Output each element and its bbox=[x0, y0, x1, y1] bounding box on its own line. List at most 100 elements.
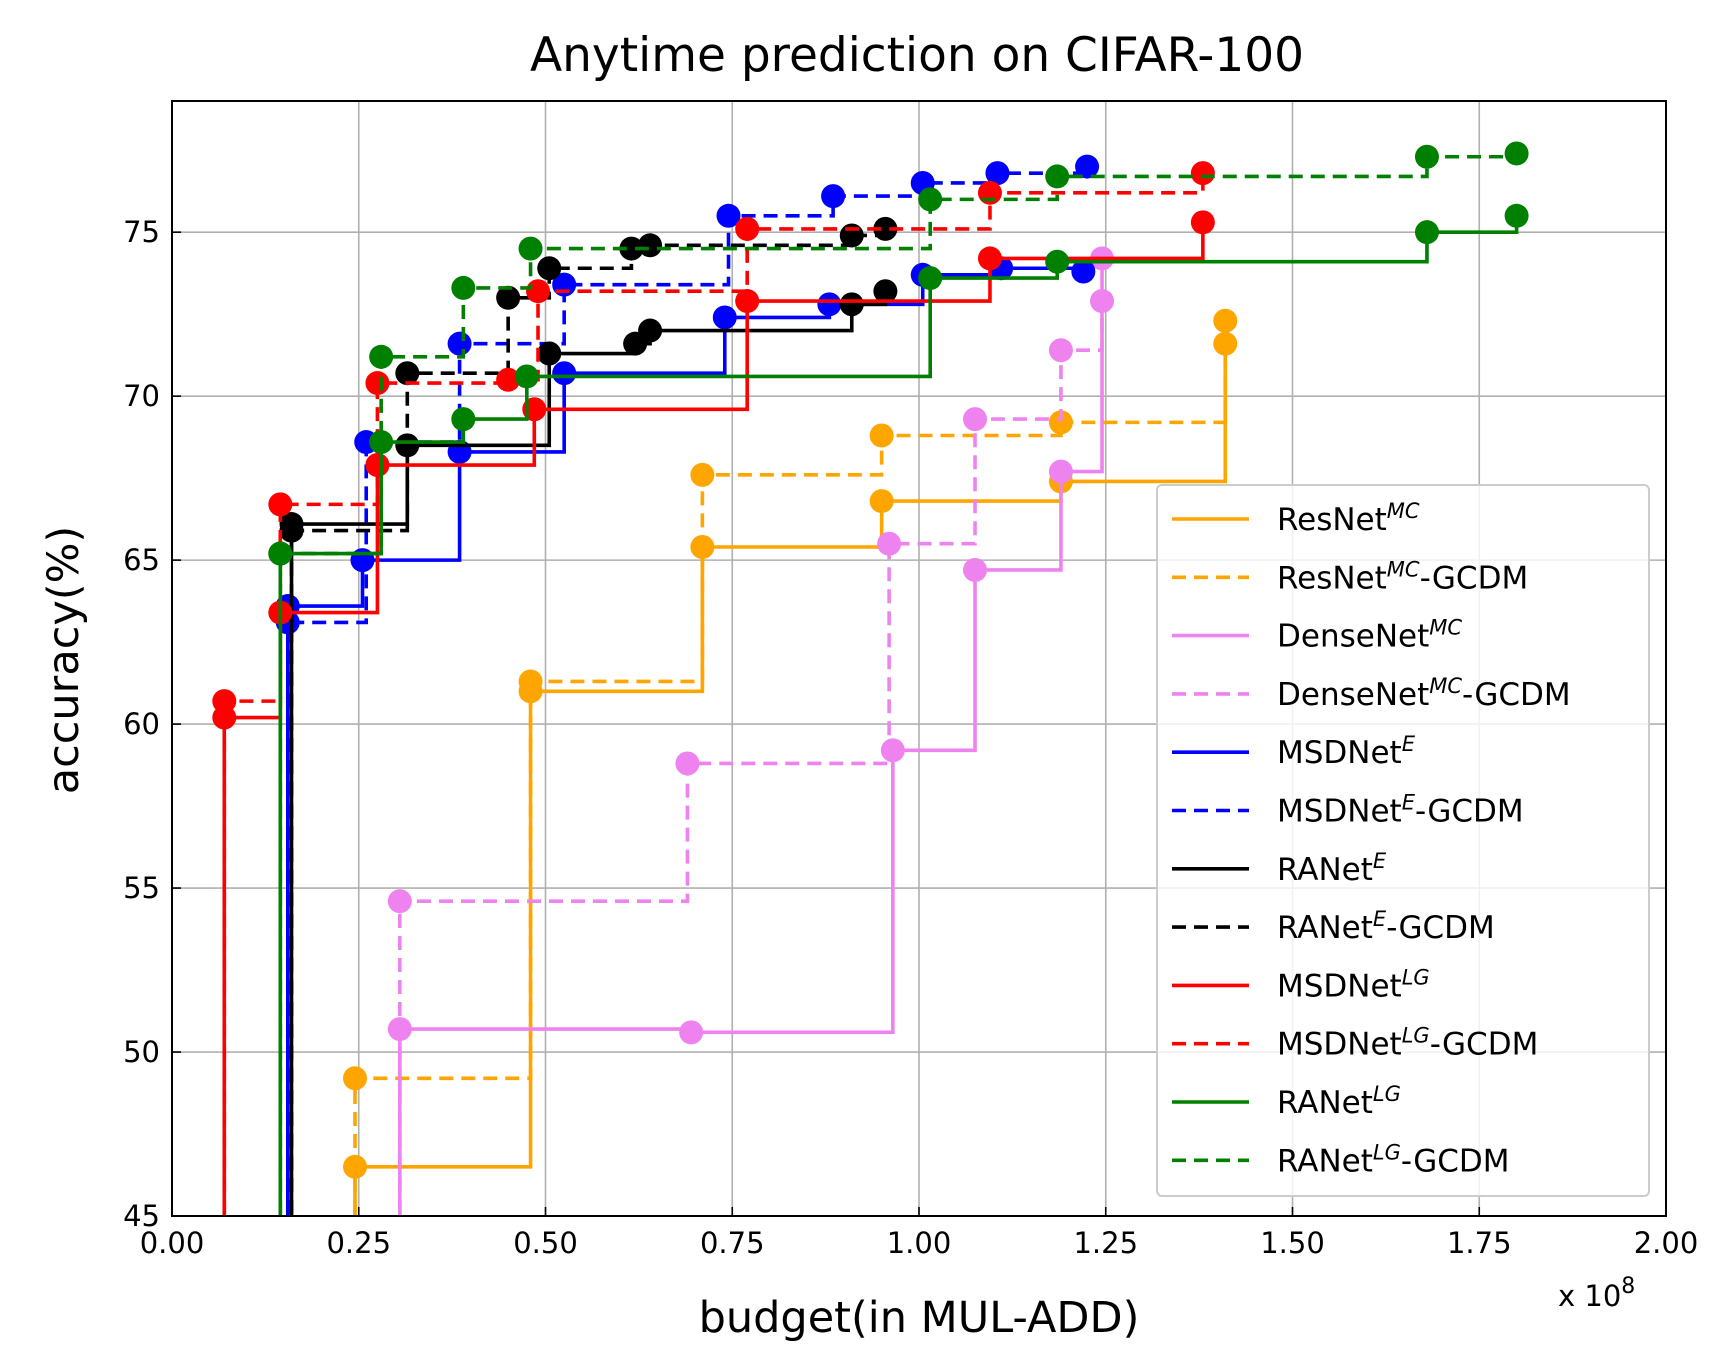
data-point bbox=[1190, 210, 1215, 235]
x-tick-label: 0.75 bbox=[700, 1226, 765, 1260]
data-point bbox=[918, 187, 943, 212]
y-tick-label: 75 bbox=[123, 215, 160, 249]
series-layer bbox=[212, 141, 1529, 1216]
series-line bbox=[353, 343, 1228, 1216]
data-point bbox=[537, 341, 562, 366]
y-tick-label: 50 bbox=[123, 1035, 160, 1069]
y-axis-title: accuracy(%) bbox=[39, 526, 89, 794]
legend-label: MSDNetLG bbox=[1277, 965, 1430, 1004]
x-tick-label: 1.75 bbox=[1447, 1226, 1512, 1260]
data-point bbox=[268, 541, 293, 566]
data-point bbox=[1190, 161, 1215, 186]
data-point bbox=[1504, 141, 1529, 166]
data-point bbox=[716, 203, 741, 228]
data-point bbox=[537, 256, 562, 281]
data-point bbox=[735, 216, 760, 241]
data-point bbox=[526, 279, 551, 304]
data-point bbox=[638, 233, 663, 258]
data-point bbox=[1048, 410, 1073, 435]
data-point bbox=[873, 279, 898, 304]
data-point bbox=[880, 738, 905, 763]
data-point bbox=[518, 236, 543, 261]
chart-title: Anytime prediction on CIFAR-100 bbox=[530, 28, 1304, 83]
series-3 bbox=[387, 289, 1115, 1216]
legend-frame bbox=[1156, 484, 1650, 1197]
x-tick-label: 0.50 bbox=[513, 1226, 578, 1260]
data-point bbox=[387, 889, 412, 914]
data-point bbox=[395, 361, 420, 386]
data-point bbox=[839, 292, 864, 317]
x-axis-title: budget(in MUL-ADD) bbox=[699, 1293, 1140, 1343]
data-point bbox=[1504, 203, 1529, 228]
data-point bbox=[690, 462, 715, 487]
series-4 bbox=[275, 256, 1096, 1216]
x-tick-label: 1.25 bbox=[1073, 1226, 1138, 1260]
data-point bbox=[1045, 249, 1070, 274]
legend-label: ResNetMC bbox=[1277, 499, 1420, 538]
series-line bbox=[289, 228, 888, 1216]
x-tick-label: 2.00 bbox=[1634, 1226, 1699, 1260]
data-point bbox=[496, 285, 521, 310]
data-point bbox=[451, 275, 476, 300]
data-point bbox=[839, 223, 864, 248]
data-point bbox=[821, 184, 846, 209]
data-point bbox=[369, 430, 394, 455]
data-point bbox=[675, 751, 700, 776]
data-point bbox=[369, 344, 394, 369]
axis-ticks: 0.00 0.25 0.50 0.75 1.00 1.25 1.50 1.75 2.00 45 50… bbox=[123, 215, 1698, 1260]
data-point bbox=[447, 331, 472, 356]
data-point bbox=[735, 289, 760, 314]
legend-label: MSDNetE bbox=[1277, 732, 1416, 771]
data-point bbox=[552, 361, 577, 386]
data-point bbox=[918, 266, 943, 291]
data-point bbox=[869, 423, 894, 448]
series-2 bbox=[387, 246, 1115, 1216]
data-point bbox=[1048, 338, 1073, 363]
plot-frame bbox=[171, 100, 1667, 1217]
legend: ResNetMC ResNetMC-GCDM DenseNetMC DenseNetM… bbox=[1156, 484, 1650, 1197]
data-point bbox=[518, 669, 543, 694]
legend-label: RANetE-GCDM bbox=[1277, 907, 1495, 946]
data-point bbox=[619, 236, 644, 261]
y-tick-label: 65 bbox=[123, 543, 160, 577]
data-point bbox=[514, 364, 539, 389]
legend-label: ResNetMC-GCDM bbox=[1277, 557, 1528, 596]
data-point bbox=[496, 367, 521, 392]
data-point bbox=[817, 292, 842, 317]
y-tick-label: 60 bbox=[123, 707, 160, 741]
data-point bbox=[963, 557, 988, 582]
data-point bbox=[977, 180, 1002, 205]
legend-label: DenseNetMC-GCDM bbox=[1277, 674, 1571, 713]
data-point bbox=[1414, 220, 1439, 245]
legend-label: RANetLG bbox=[1277, 1082, 1401, 1121]
x-tick-label: 1.50 bbox=[1260, 1226, 1325, 1260]
data-point bbox=[1414, 144, 1439, 169]
data-point bbox=[212, 689, 237, 714]
legend-label: MSDNetLG-GCDM bbox=[1277, 1024, 1538, 1063]
data-point bbox=[279, 518, 304, 543]
data-point bbox=[963, 407, 988, 432]
series-5 bbox=[275, 154, 1100, 1216]
legend-label: RANetLG-GCDM bbox=[1277, 1140, 1510, 1179]
data-point bbox=[365, 371, 390, 396]
data-point bbox=[1045, 164, 1070, 189]
data-point bbox=[350, 548, 375, 573]
x-tick-label: 0.25 bbox=[326, 1226, 391, 1260]
data-point bbox=[638, 318, 663, 343]
data-point bbox=[1075, 154, 1100, 179]
x-tick-label: 1.00 bbox=[887, 1226, 952, 1260]
data-point bbox=[268, 492, 293, 517]
legend-label: MSDNetE-GCDM bbox=[1277, 791, 1524, 830]
series-1 bbox=[343, 308, 1238, 1216]
data-point bbox=[1090, 289, 1115, 314]
data-point bbox=[985, 161, 1010, 186]
series-7 bbox=[279, 216, 898, 1216]
data-point bbox=[877, 531, 902, 556]
x-tick-label: 0.00 bbox=[140, 1226, 205, 1260]
data-point bbox=[977, 246, 1002, 271]
series-line bbox=[278, 153, 1519, 1216]
series-line bbox=[353, 320, 1228, 1216]
data-point bbox=[1048, 459, 1073, 484]
data-point bbox=[343, 1066, 368, 1091]
